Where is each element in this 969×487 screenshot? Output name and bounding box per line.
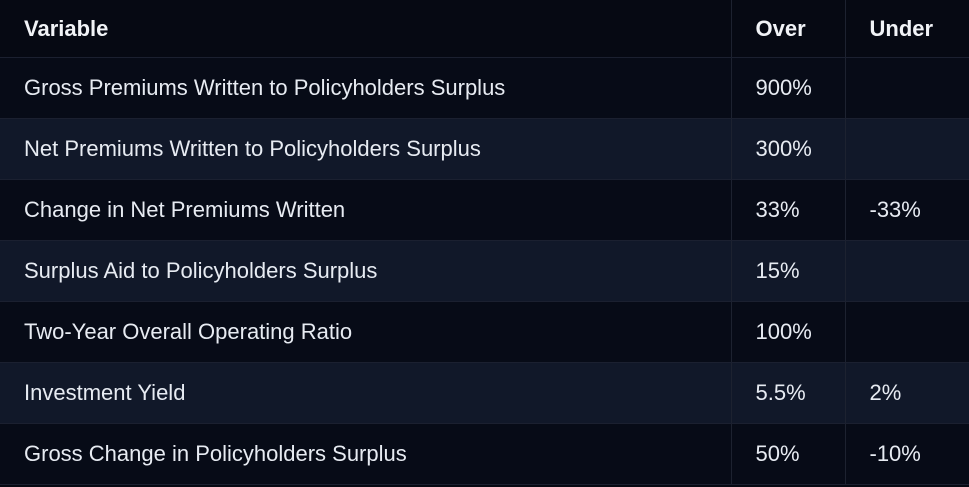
header-variable: Variable (0, 0, 732, 58)
cell-variable: Gross Premiums Written to Policyholders … (0, 57, 732, 119)
cell-variable: Two-Year Overall Operating Ratio (0, 301, 732, 363)
cell-variable: Gross Change in Policyholders Surplus (0, 423, 732, 485)
header-over: Over (731, 0, 846, 58)
cell-over: 100% (731, 301, 846, 363)
cell-over: 5.5% (731, 362, 846, 424)
cell-over: 33% (731, 179, 846, 241)
cell-variable: Change in Net Premiums Written (0, 179, 732, 241)
table-header: Variable Over Under (0, 0, 969, 58)
cell-variable: Investment Yield (0, 362, 732, 424)
header-under: Under (845, 0, 969, 58)
cell-under (845, 240, 969, 302)
cell-over: 15% (731, 240, 846, 302)
cell-over: 300% (731, 118, 846, 180)
table-body: Gross Premiums Written to Policyholders … (0, 57, 969, 485)
cell-under: -33% (845, 179, 969, 241)
cell-under: -10% (845, 423, 969, 485)
cell-under (845, 57, 969, 119)
table-row: Investment Yield 5.5% 2% (0, 362, 969, 424)
cell-over: 900% (731, 57, 846, 119)
cell-variable: Surplus Aid to Policyholders Surplus (0, 240, 732, 302)
header-row: Variable Over Under (0, 0, 969, 58)
cell-variable: Net Premiums Written to Policyholders Su… (0, 118, 732, 180)
table-row: Two-Year Overall Operating Ratio 100% (0, 301, 969, 363)
cell-under (845, 301, 969, 363)
table-row: Surplus Aid to Policyholders Surplus 15% (0, 240, 969, 302)
table-row: Net Premiums Written to Policyholders Su… (0, 118, 969, 180)
table-row: Gross Premiums Written to Policyholders … (0, 57, 969, 119)
cell-under: 2% (845, 362, 969, 424)
table-row: Change in Net Premiums Written 33% -33% (0, 179, 969, 241)
cell-over: 50% (731, 423, 846, 485)
cell-under (845, 118, 969, 180)
table-row: Gross Change in Policyholders Surplus 50… (0, 423, 969, 485)
